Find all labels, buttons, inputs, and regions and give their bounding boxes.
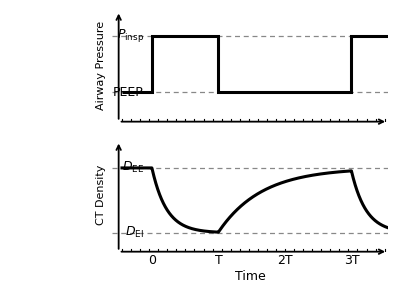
Text: $P_\mathrm{insp}$: $P_\mathrm{insp}$: [117, 27, 144, 44]
Y-axis label: Airway Pressure: Airway Pressure: [96, 21, 106, 110]
Text: PEEP: PEEP: [113, 86, 144, 99]
Y-axis label: CT Density: CT Density: [96, 165, 106, 225]
X-axis label: Time: Time: [235, 270, 265, 283]
Text: $D_\mathrm{EE}$: $D_\mathrm{EE}$: [122, 160, 144, 176]
Text: $D_\mathrm{EI}$: $D_\mathrm{EI}$: [125, 225, 144, 241]
